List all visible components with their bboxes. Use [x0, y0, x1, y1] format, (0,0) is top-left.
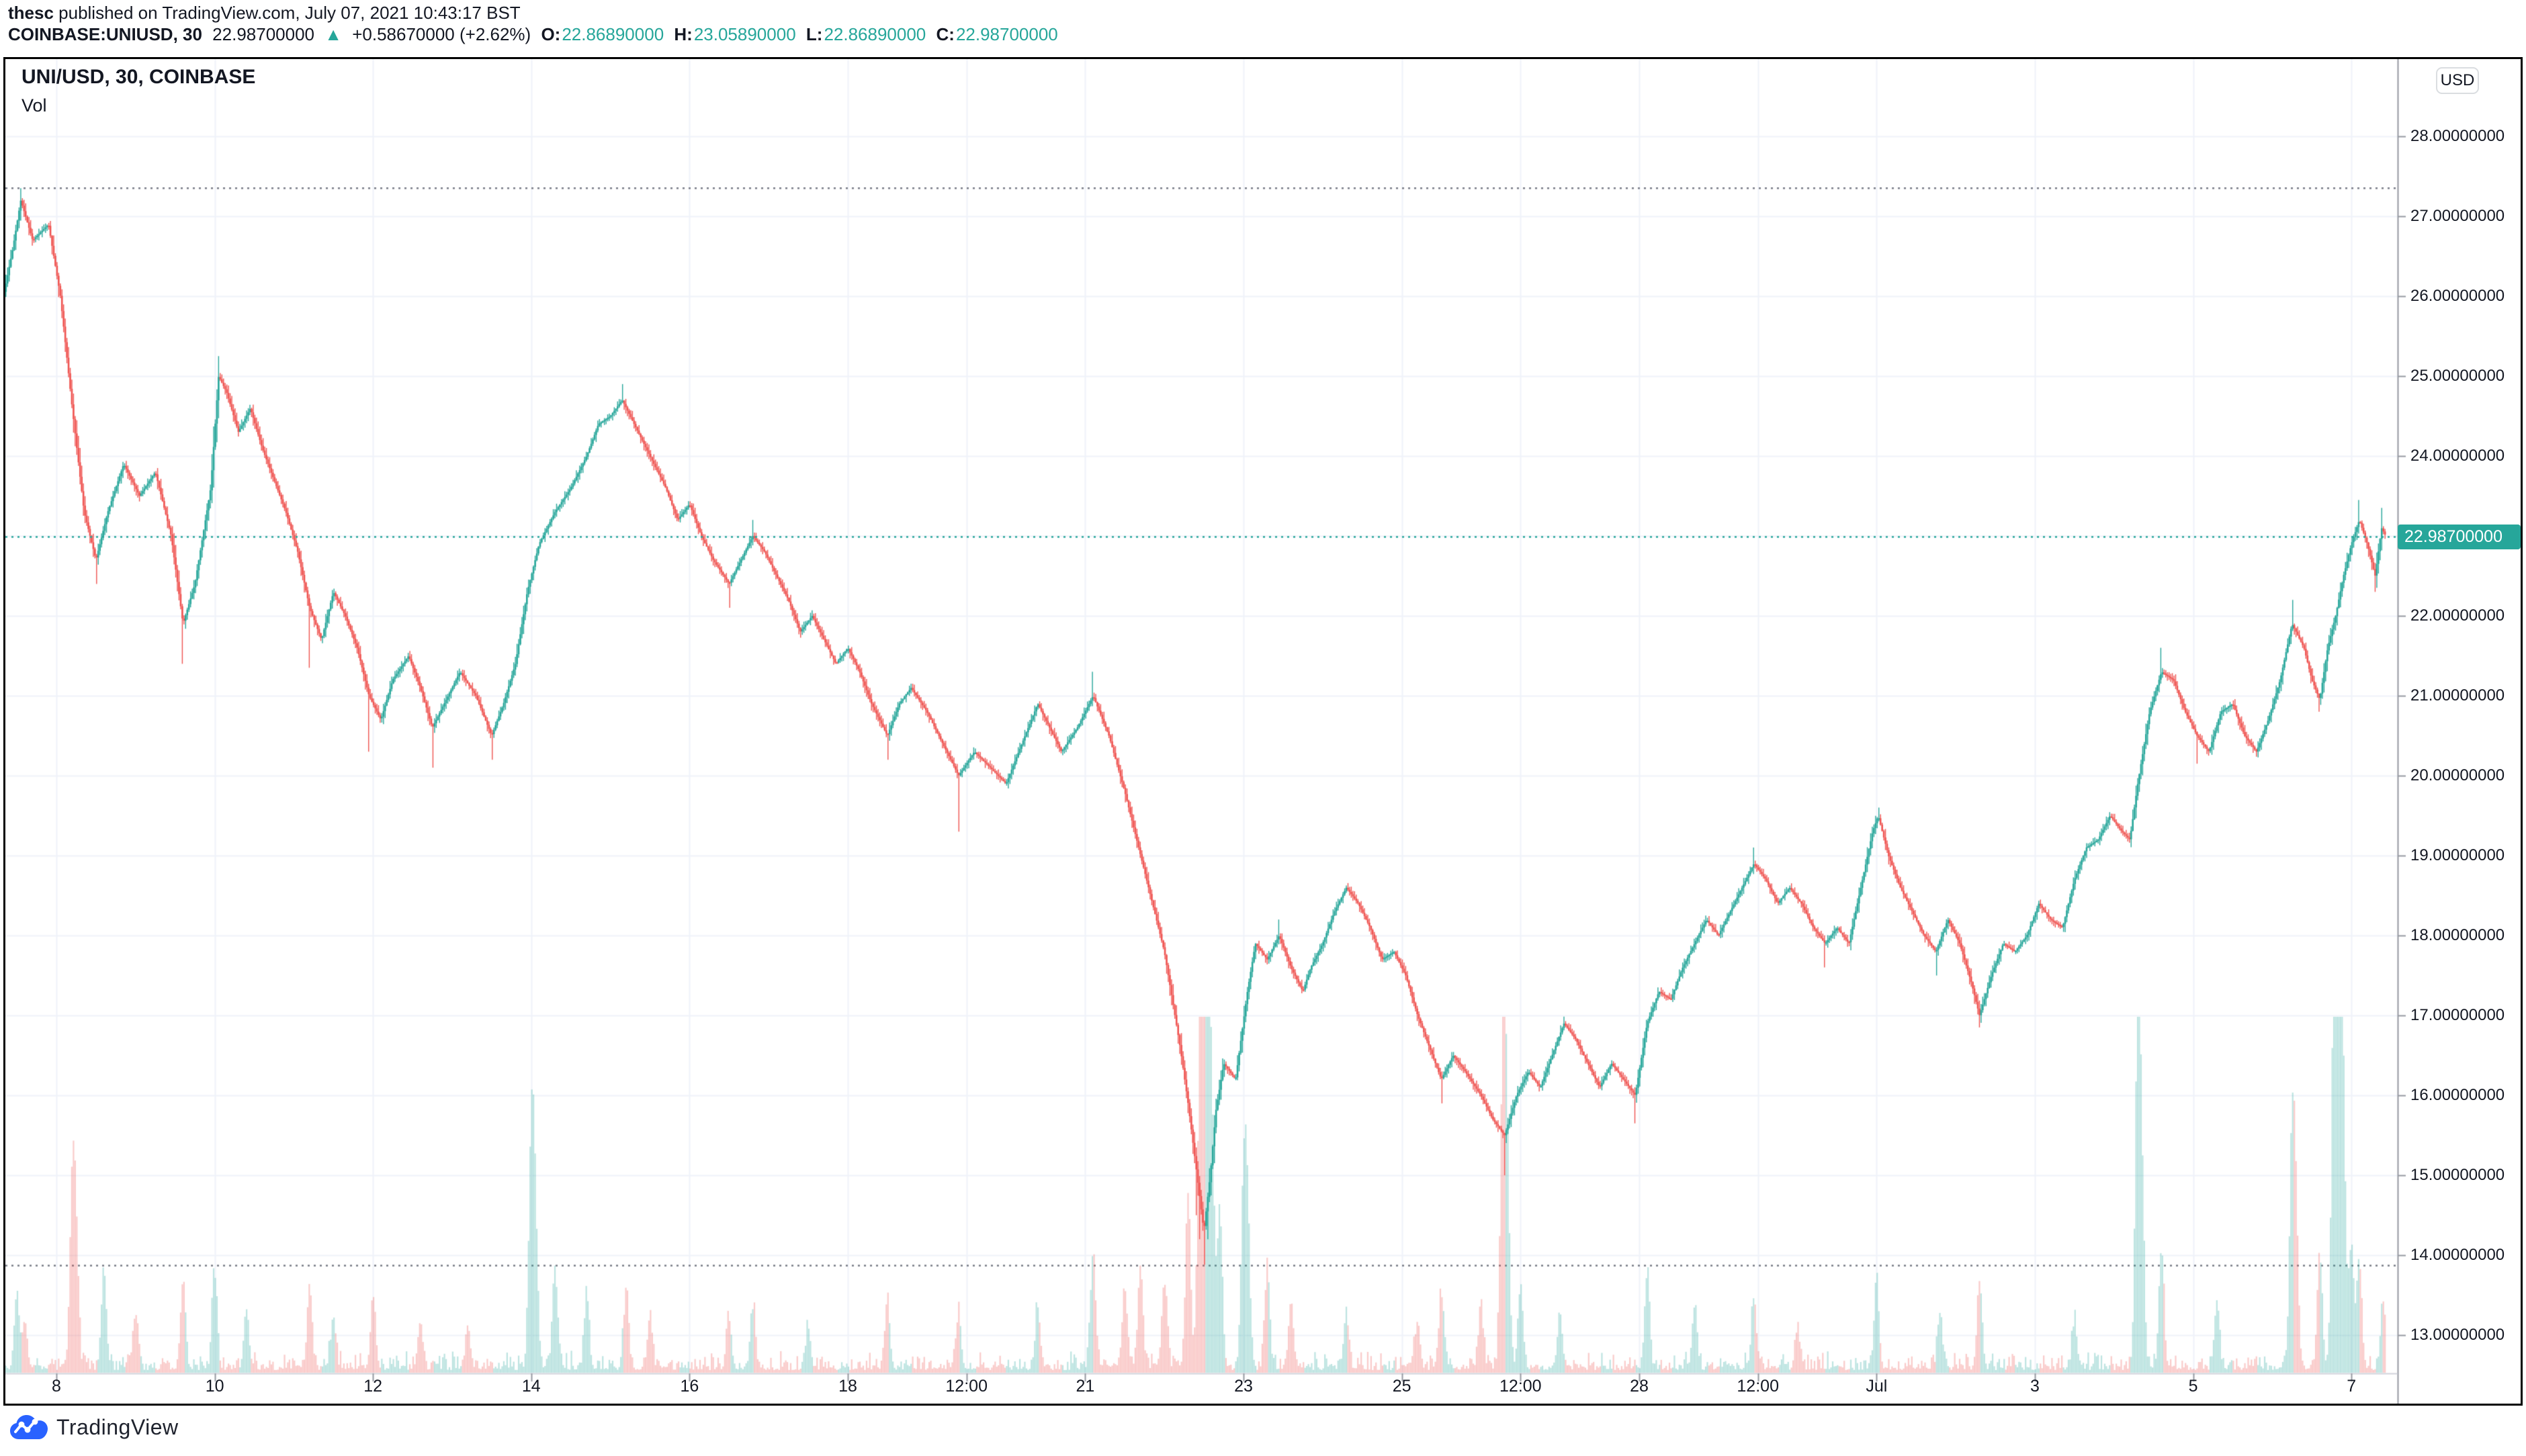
price-axis-label: 20.00000000 — [2410, 766, 2505, 784]
low-label: L: — [805, 24, 823, 44]
low-value: 22.86890000 — [824, 24, 926, 44]
time-axis-label: 12:00 — [945, 1377, 988, 1396]
open-label: O: — [541, 24, 561, 44]
brand-name: TradingView — [56, 1414, 179, 1439]
up-arrow-icon: ▲ — [324, 24, 342, 44]
byline: thesc published on TradingView.com, July… — [8, 3, 1063, 23]
time-axis-label: 8 — [52, 1377, 61, 1396]
current-price-label: 22.98700000 — [2398, 525, 2521, 549]
legend-volume-indicator: Vol — [21, 95, 47, 116]
currency-toggle-button[interactable]: USD — [2436, 67, 2479, 94]
legend-title: UNI/USD, 30, COINBASE — [21, 66, 256, 88]
last-price: 22.98700000 — [212, 24, 314, 44]
tradingview-brand[interactable]: TradingView — [9, 1414, 179, 1440]
time-axis-label: 28 — [1630, 1377, 1649, 1396]
price-axis-label: 18.00000000 — [2410, 926, 2505, 944]
close-label: C: — [936, 24, 955, 44]
price-axis-label: 26.00000000 — [2410, 287, 2505, 305]
time-axis-label: 12:00 — [1499, 1377, 1542, 1396]
price-change: +0.58670000 (+2.62%) — [352, 24, 531, 44]
close-value: 22.98700000 — [955, 24, 1058, 44]
price-axis-label: 28.00000000 — [2410, 127, 2505, 145]
price-axis-label: 17.00000000 — [2410, 1006, 2505, 1024]
time-axis-label: 23 — [1234, 1377, 1253, 1396]
time-axis-label: 7 — [2347, 1377, 2357, 1396]
price-axis-label: 24.00000000 — [2410, 447, 2505, 465]
price-axis-label: 27.00000000 — [2410, 207, 2505, 225]
time-axis-label: 16 — [680, 1377, 699, 1396]
high-label: H: — [674, 24, 693, 44]
published-header: thesc published on TradingView.com, July… — [8, 3, 1063, 44]
time-axis-label: Jul — [1866, 1377, 1888, 1396]
open-value: 22.86890000 — [562, 24, 664, 44]
chart-frame: UNI/USD, 30, COINBASE Vol USD 28.0000000… — [3, 57, 2523, 1406]
price-chart-canvas[interactable] — [5, 59, 2521, 1404]
price-axis-label: 15.00000000 — [2410, 1166, 2505, 1184]
price-axis-label: 13.00000000 — [2410, 1326, 2505, 1344]
tradingview-cloud-icon — [10, 1415, 48, 1439]
author-name: thesc — [8, 3, 54, 23]
time-axis-label: 12 — [363, 1377, 383, 1396]
price-axis-label: 22.00000000 — [2410, 606, 2505, 625]
price-axis-label: 16.00000000 — [2410, 1086, 2505, 1104]
time-axis-label: 25 — [1392, 1377, 1411, 1396]
byline-text: published on TradingView.com, July 07, 2… — [53, 3, 521, 23]
price-axis-label: 14.00000000 — [2410, 1246, 2505, 1264]
symbol-name: COINBASE:UNIUSD, 30 — [8, 24, 202, 44]
quote-line: COINBASE:UNIUSD, 30 22.98700000 ▲ +0.586… — [8, 24, 1063, 44]
time-axis-label: 5 — [2188, 1377, 2198, 1396]
chart-legend[interactable]: UNI/USD, 30, COINBASE Vol — [21, 66, 255, 116]
time-axis-label: 14 — [521, 1377, 541, 1396]
time-axis-label: 3 — [2030, 1377, 2040, 1396]
price-axis-label: 21.00000000 — [2410, 686, 2505, 704]
high-value: 23.05890000 — [693, 24, 796, 44]
price-axis-label: 25.00000000 — [2410, 367, 2505, 385]
time-axis-label: 21 — [1076, 1377, 1095, 1396]
time-axis-label: 18 — [838, 1377, 857, 1396]
time-axis-label: 10 — [205, 1377, 224, 1396]
price-axis-label: 19.00000000 — [2410, 846, 2505, 864]
time-axis-label: 12:00 — [1737, 1377, 1779, 1396]
